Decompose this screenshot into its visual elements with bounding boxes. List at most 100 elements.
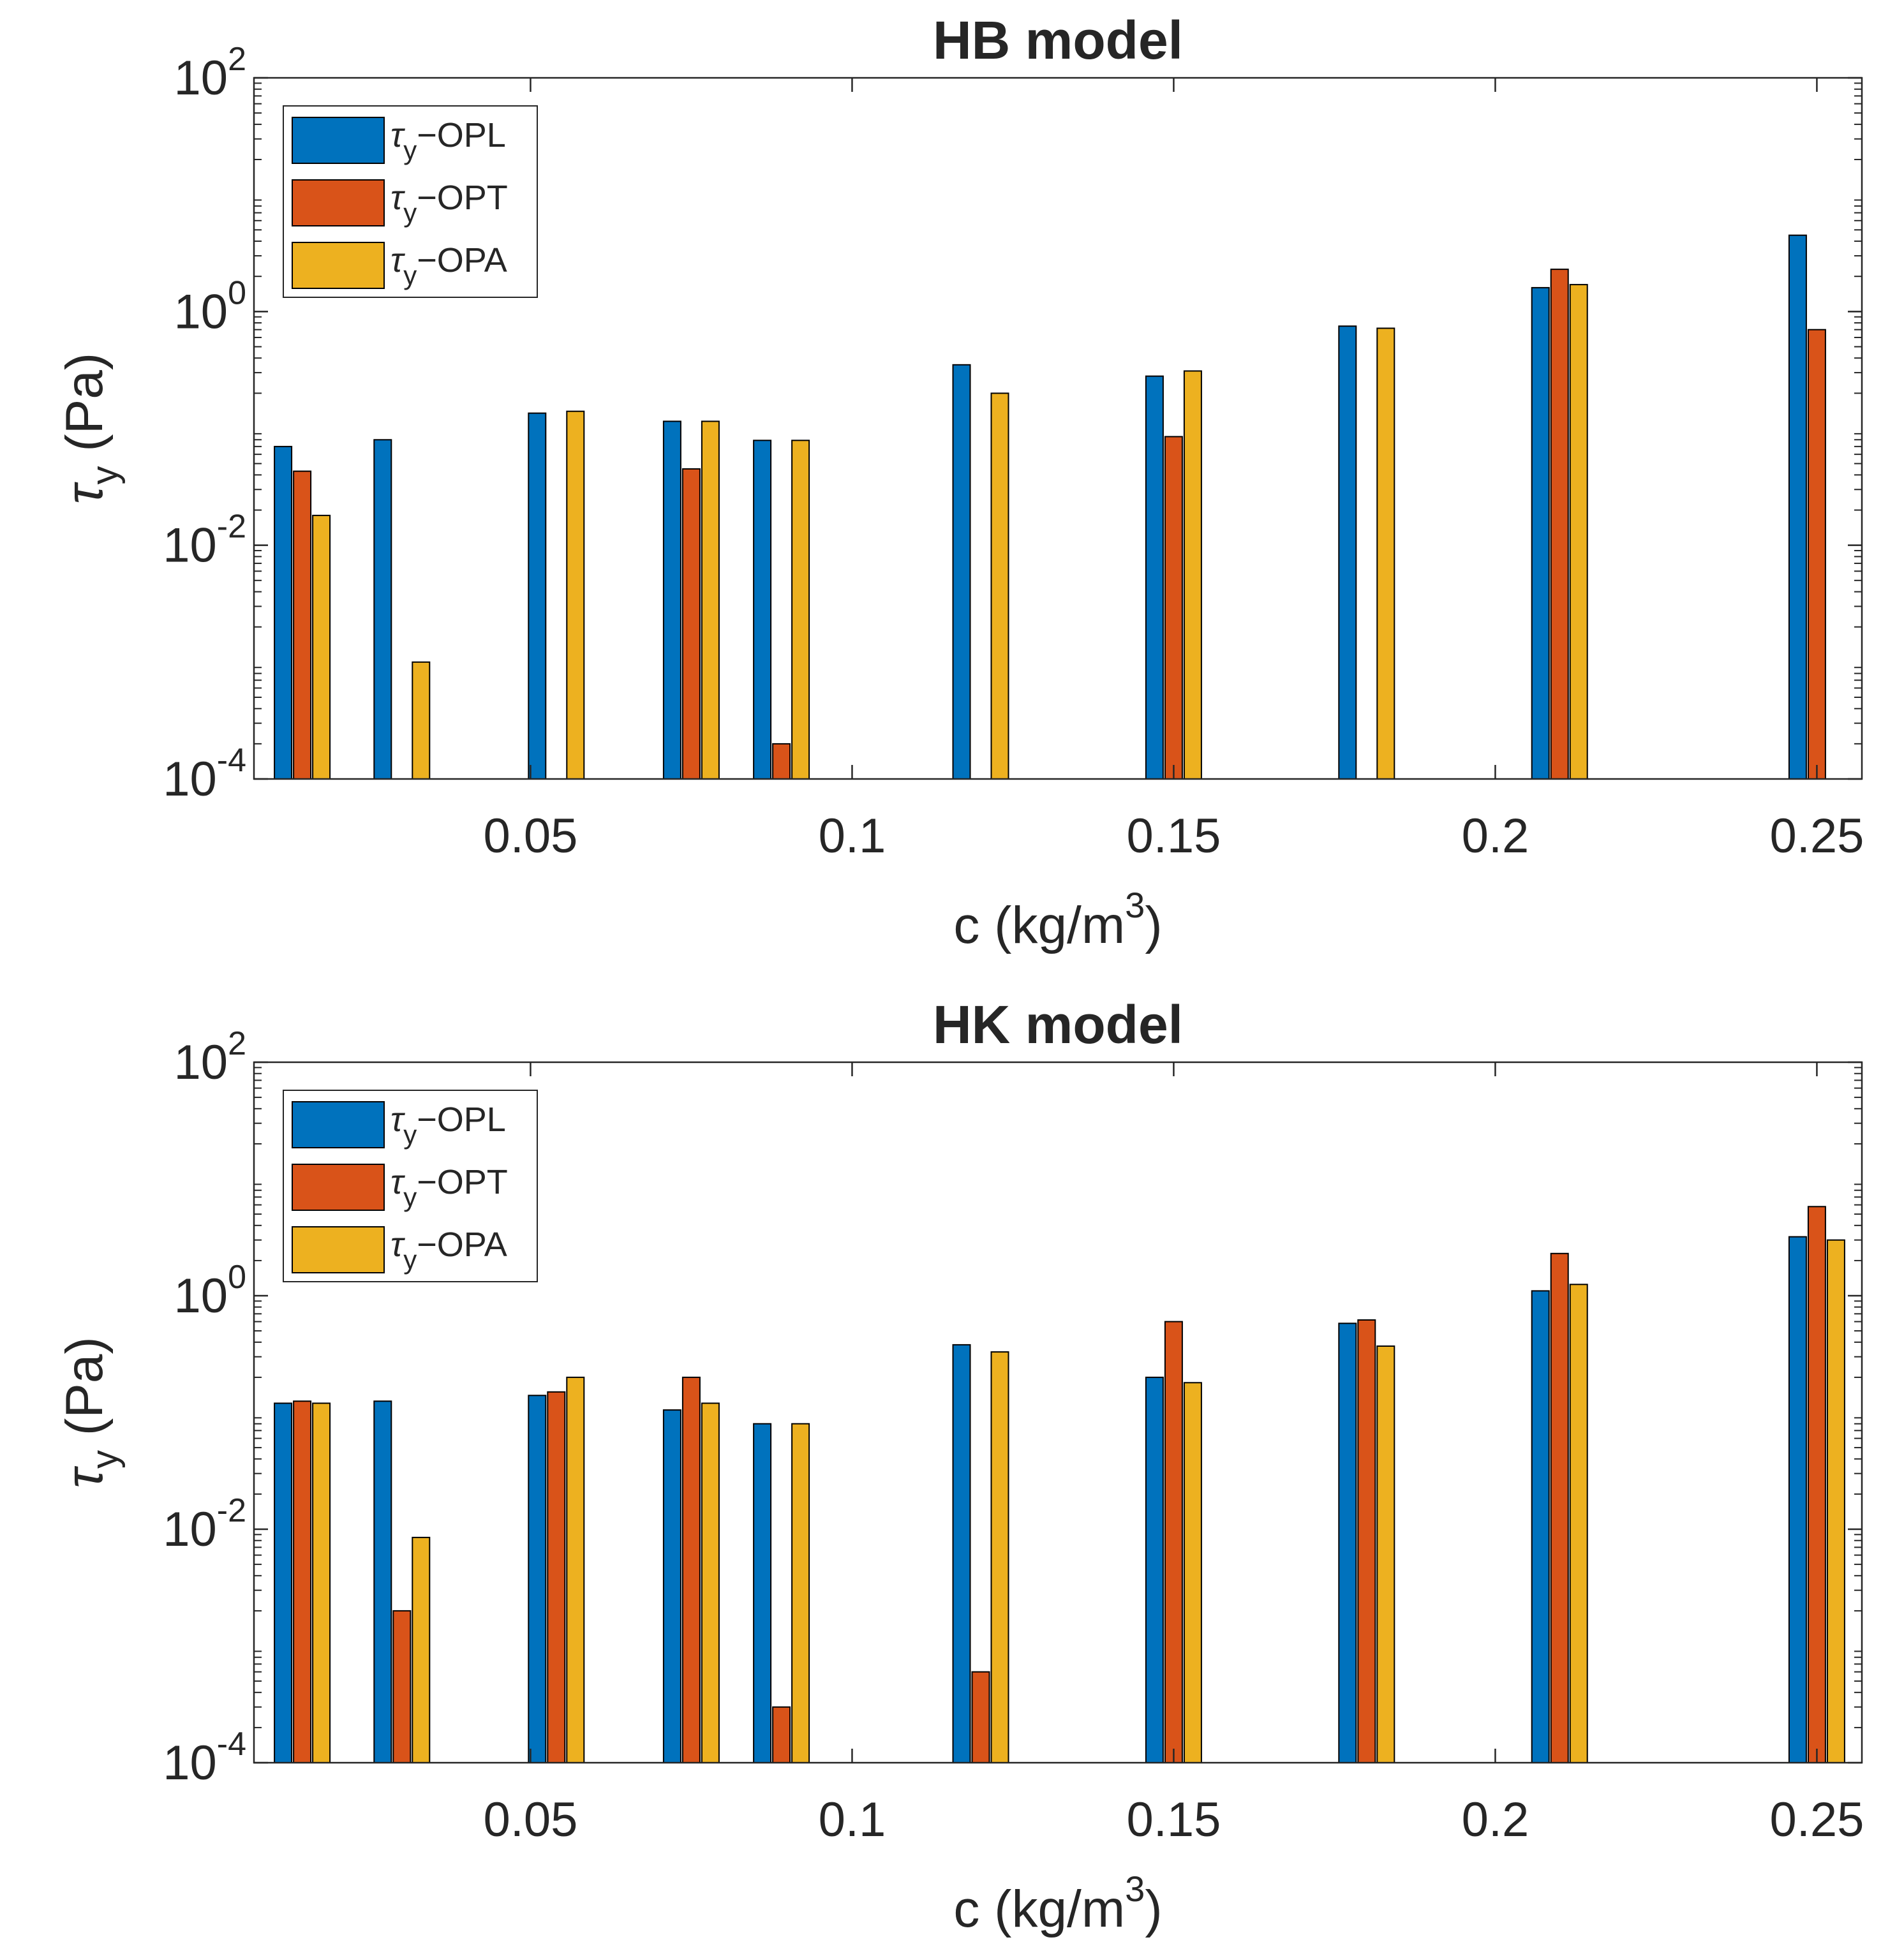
y-tick-label: 10-2 (163, 508, 246, 573)
legend-label-subscript: y (403, 1182, 417, 1212)
bar-opl-3 (528, 1395, 547, 1764)
legend-label-symbol: τ (390, 1100, 405, 1139)
legend-swatch-opa (292, 242, 385, 289)
legend-swatch-opl (292, 117, 385, 164)
y-axis-label: τy (Pa) (56, 1337, 126, 1488)
legend-label-symbol: τ (390, 1226, 405, 1264)
x-tick-label: 0.2 (1462, 1793, 1529, 1847)
bar-opa-9 (1569, 1284, 1588, 1764)
bar-opl-6 (952, 1344, 971, 1763)
bar-opa-10 (1826, 1239, 1845, 1763)
legend-label-suffix: −OPT (417, 1163, 508, 1201)
bar-opl-2 (373, 1400, 392, 1764)
legend-swatch-opa (292, 1226, 385, 1273)
bar-opa-8 (1376, 1345, 1395, 1763)
bar-opt-5 (772, 1706, 791, 1763)
legend-label-symbol: τ (390, 116, 405, 154)
y-tick-base: 10 (163, 752, 217, 806)
y-tick-label: 10-4 (163, 1726, 246, 1790)
y-tick-label: 100 (174, 1259, 246, 1323)
legend-label-suffix: −OPL (417, 1100, 506, 1139)
y-tick-exponent: -4 (217, 1726, 246, 1763)
legend-label-suffix: −OPL (417, 116, 506, 154)
bar-opt-1 (293, 1400, 312, 1764)
x-axis-label: c (kg/m3) (953, 1869, 1162, 1938)
legend-label-symbol: τ (390, 179, 405, 217)
x-axis-label: c (kg/m3) (953, 885, 1162, 954)
y-tick-base: 10 (174, 1035, 228, 1090)
legend-label-symbol: τ (390, 241, 405, 279)
legend-label-opl: τy−OPL (390, 1100, 506, 1150)
bar-opt-9 (1550, 1252, 1569, 1764)
y-axis-label-unit: (Pa) (56, 1337, 114, 1450)
legend-label-suffix: −OPA (417, 241, 507, 279)
x-axis-label-end: ) (1145, 1880, 1162, 1938)
y-tick-label: 102 (174, 1025, 246, 1090)
bar-opl-7 (1145, 375, 1164, 780)
y-tick-base: 10 (174, 285, 228, 339)
bar-opa-7 (1183, 1382, 1202, 1764)
bar-opl-5 (753, 440, 772, 780)
bar-opa-7 (1183, 370, 1202, 780)
bar-opa-6 (990, 1351, 1009, 1764)
legend-swatch-opt (292, 1164, 385, 1211)
x-axis-label-main: c (kg/m (953, 896, 1125, 954)
x-axis-label-main: c (kg/m (953, 1880, 1125, 1938)
legend-label-subscript: y (403, 260, 417, 290)
bar-opa-6 (990, 392, 1009, 780)
legend-label-suffix: −OPT (417, 179, 508, 217)
x-tick-label: 0.1 (819, 809, 886, 863)
y-tick-base: 10 (163, 1736, 217, 1790)
bar-opt-3 (547, 1391, 566, 1764)
legend-label-opt: τy−OPT (390, 179, 508, 228)
y-axis-label-subscript: y (84, 466, 126, 485)
bar-opa-3 (566, 410, 585, 780)
y-tick-base: 10 (163, 519, 217, 573)
bar-opl-10 (1788, 1236, 1807, 1763)
bar-opl-8 (1338, 1323, 1357, 1764)
y-tick-base: 10 (163, 1502, 217, 1557)
y-tick-exponent: -2 (217, 1492, 246, 1529)
x-tick-label: 0.05 (483, 809, 577, 863)
bar-opl-4 (662, 420, 681, 780)
bar-opt-1 (293, 470, 312, 780)
x-tick-label: 0.25 (1769, 809, 1864, 863)
legend-label-subscript: y (403, 135, 417, 165)
x-tick-label: 0.05 (483, 1793, 577, 1847)
legend-label-subscript: y (403, 1245, 417, 1275)
bar-opt-10 (1807, 329, 1826, 780)
bar-opt-8 (1357, 1319, 1376, 1763)
x-axis-label-superscript: 3 (1125, 1869, 1145, 1909)
x-axis-label-end: ) (1145, 896, 1162, 954)
legend-label-subscript: y (403, 198, 417, 228)
y-axis-label-symbol: τ (56, 1466, 114, 1488)
y-axis-label-subscript: y (84, 1450, 126, 1469)
y-axis-label-symbol: τ (56, 482, 114, 504)
legend-label-symbol: τ (390, 1163, 405, 1201)
bar-opt-2 (392, 1610, 412, 1763)
bar-opt-9 (1550, 269, 1569, 780)
bar-opa-4 (701, 1402, 720, 1763)
y-tick-exponent: -2 (217, 508, 246, 545)
bar-opl-4 (662, 1409, 681, 1764)
y-tick-exponent: -4 (217, 742, 246, 779)
legend-label-subscript: y (403, 1120, 417, 1150)
bar-opa-4 (701, 420, 720, 780)
bar-opl-9 (1531, 286, 1550, 780)
bar-opt-4 (681, 468, 701, 780)
bar-opa-3 (566, 1376, 585, 1763)
bar-opl-8 (1338, 325, 1357, 780)
bar-opa-5 (791, 1423, 810, 1763)
x-tick-label: 0.1 (819, 1793, 886, 1847)
x-axis-label-superscript: 3 (1125, 885, 1145, 925)
chart-title: HK model (933, 995, 1183, 1055)
x-tick-label: 0.15 (1126, 809, 1221, 863)
y-tick-label: 10-2 (163, 1492, 246, 1557)
bar-opl-7 (1145, 1376, 1164, 1763)
legend-label-opl: τy−OPL (390, 116, 506, 165)
y-tick-base: 10 (174, 1269, 228, 1323)
